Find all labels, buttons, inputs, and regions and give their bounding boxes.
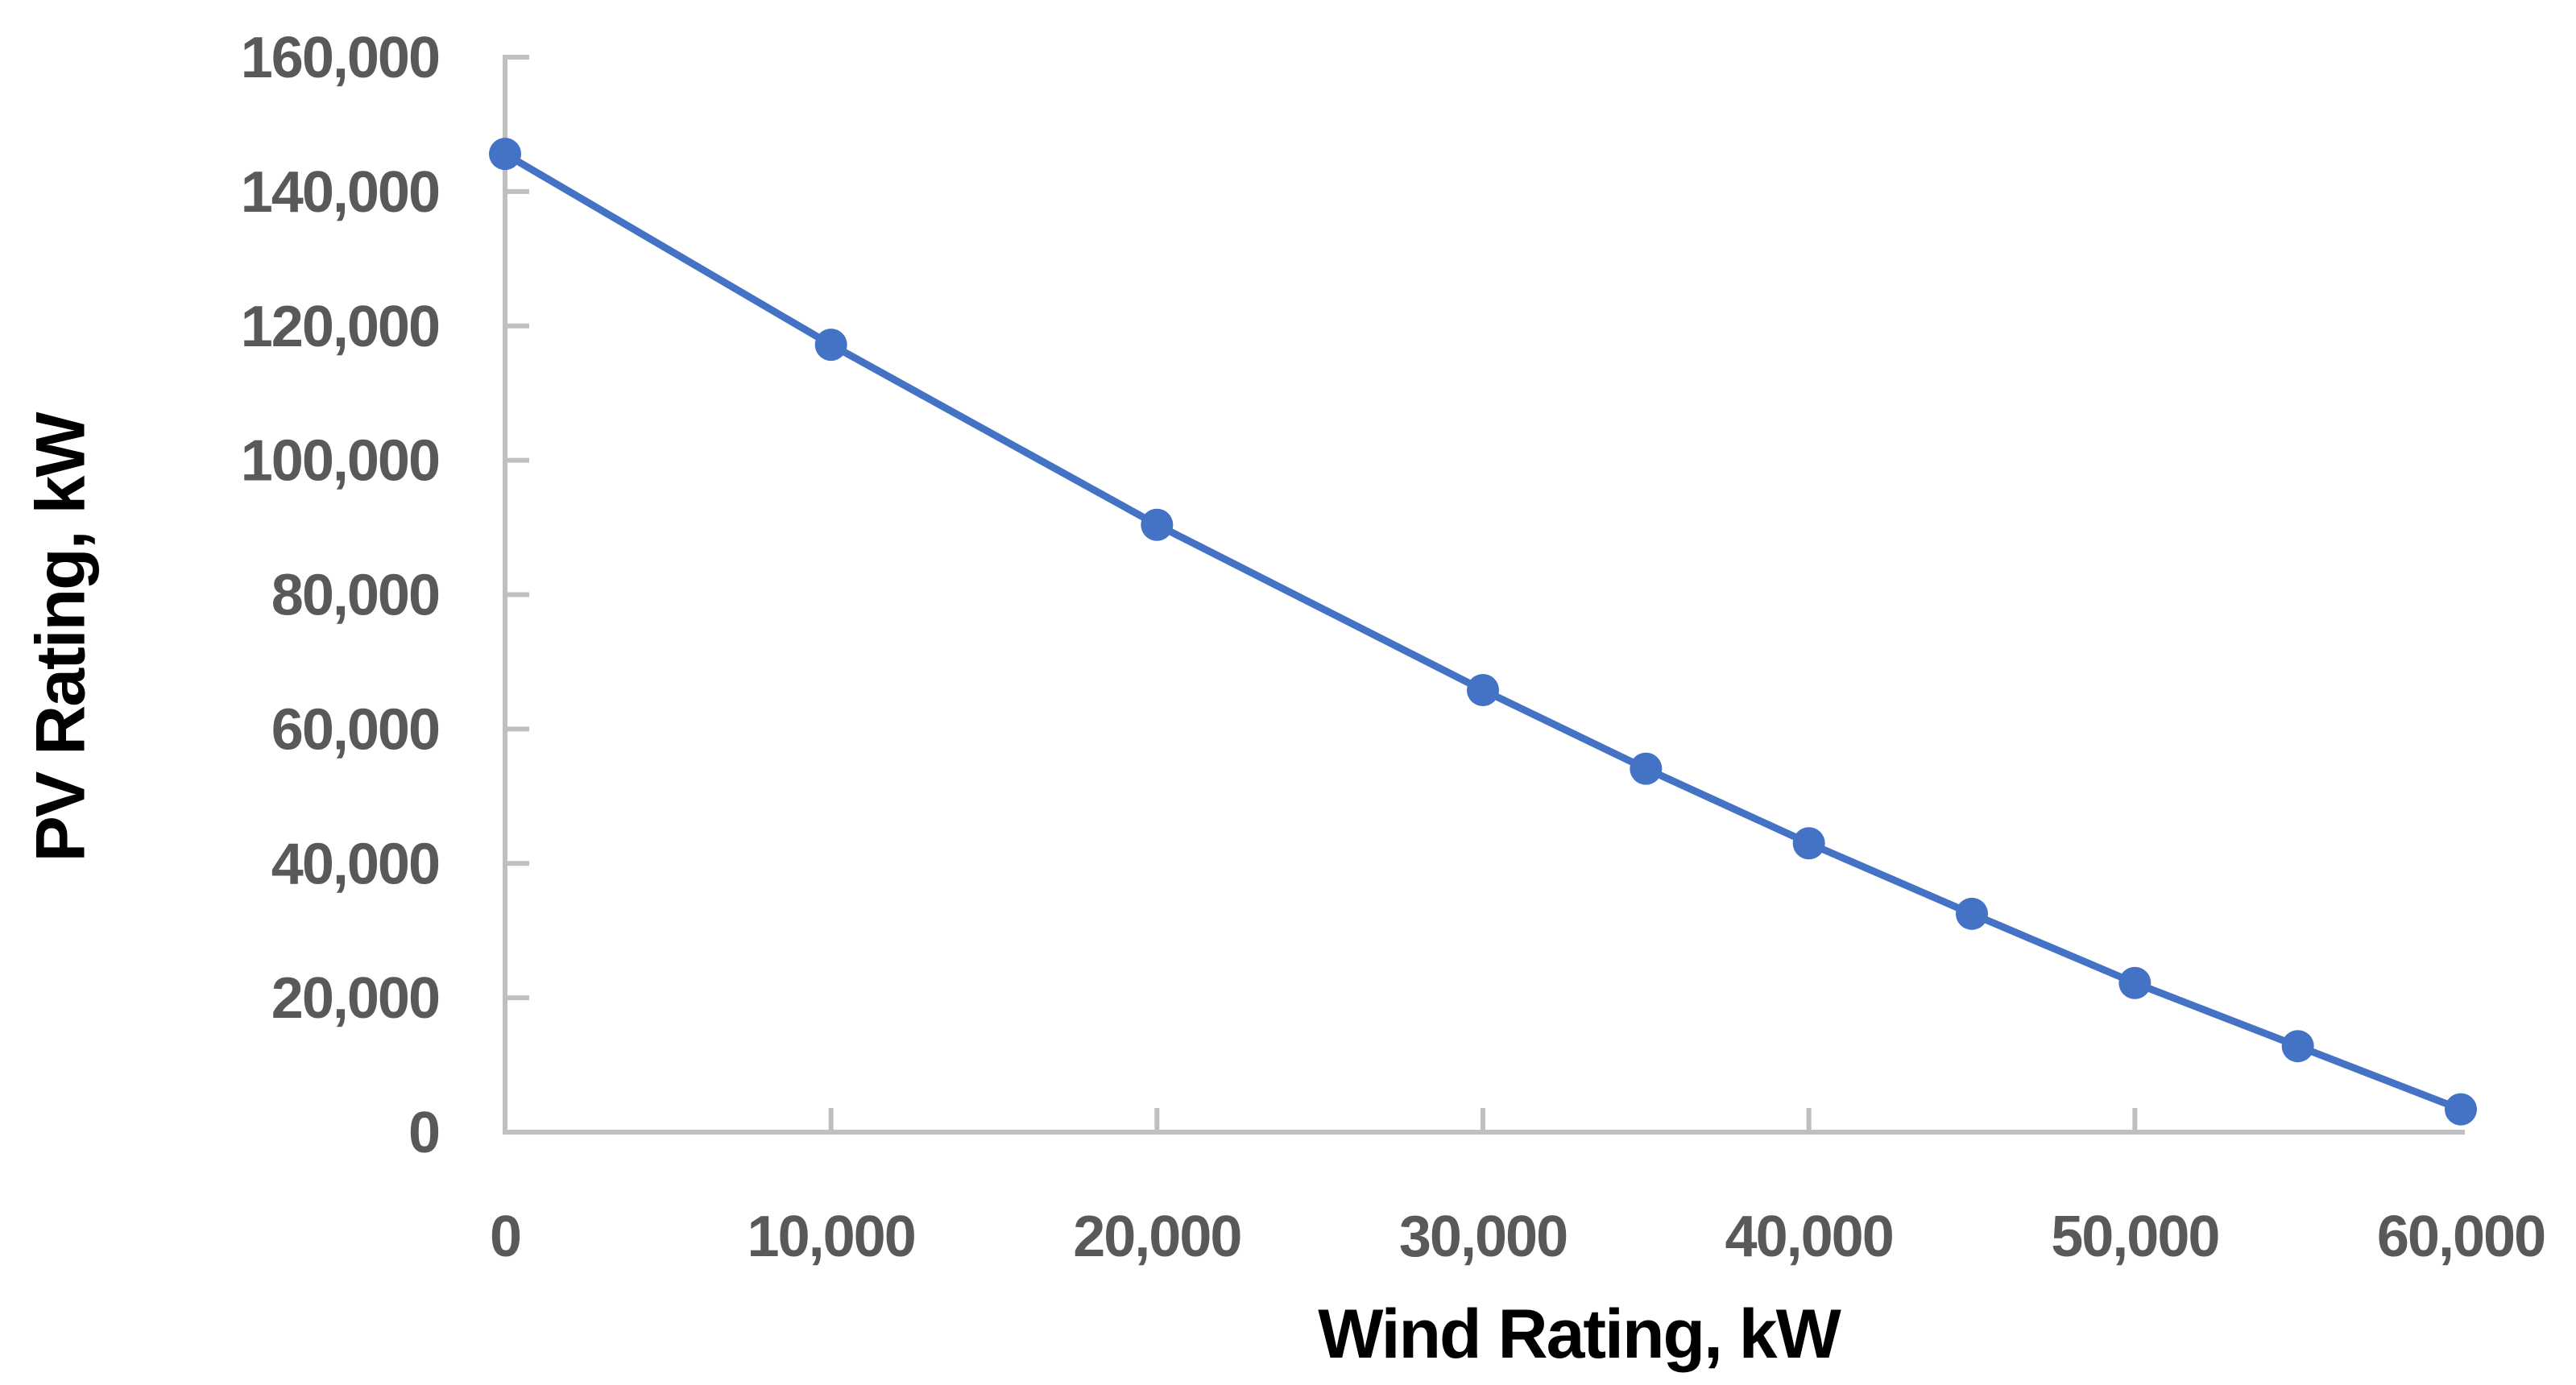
x-tick-label: 60,000 [2377,1205,2545,1269]
y-tick-label: 140,000 [241,160,439,225]
y-tick-label: 160,000 [241,26,439,90]
data-point-marker [1792,827,1825,860]
data-series-line [501,150,2465,1114]
x-tick-label: 0 [490,1205,520,1269]
y-tick-label: 80,000 [271,564,439,628]
data-point-marker [1956,897,1988,930]
x-tick-label: 30,000 [1399,1205,1567,1269]
y-tick-label: 120,000 [241,295,439,359]
data-point-marker [1467,673,1499,706]
y-axis-title: PV Rating, kW [22,413,100,862]
y-tick-label: 100,000 [241,429,439,494]
data-point-marker [2445,1093,2477,1126]
data-point-marker [2281,1030,2314,1063]
y-tick-label: 20,000 [271,966,439,1031]
x-tick-label: 20,000 [1073,1205,1240,1269]
data-point-marker [489,138,521,171]
x-tick-label: 50,000 [2051,1205,2218,1269]
x-axis-title: Wind Rating, kW [1318,1296,1841,1373]
y-tick-label: 60,000 [271,697,439,762]
y-tick-label: 40,000 [271,832,439,896]
data-point-marker [1630,752,1663,785]
data-point-marker [814,329,847,362]
y-tick-label: 0 [408,1101,439,1165]
data-point-marker [1141,508,1174,541]
data-point-marker [2118,966,2151,999]
x-tick-label: 10,000 [748,1205,915,1269]
x-tick-label: 40,000 [1725,1205,1893,1269]
